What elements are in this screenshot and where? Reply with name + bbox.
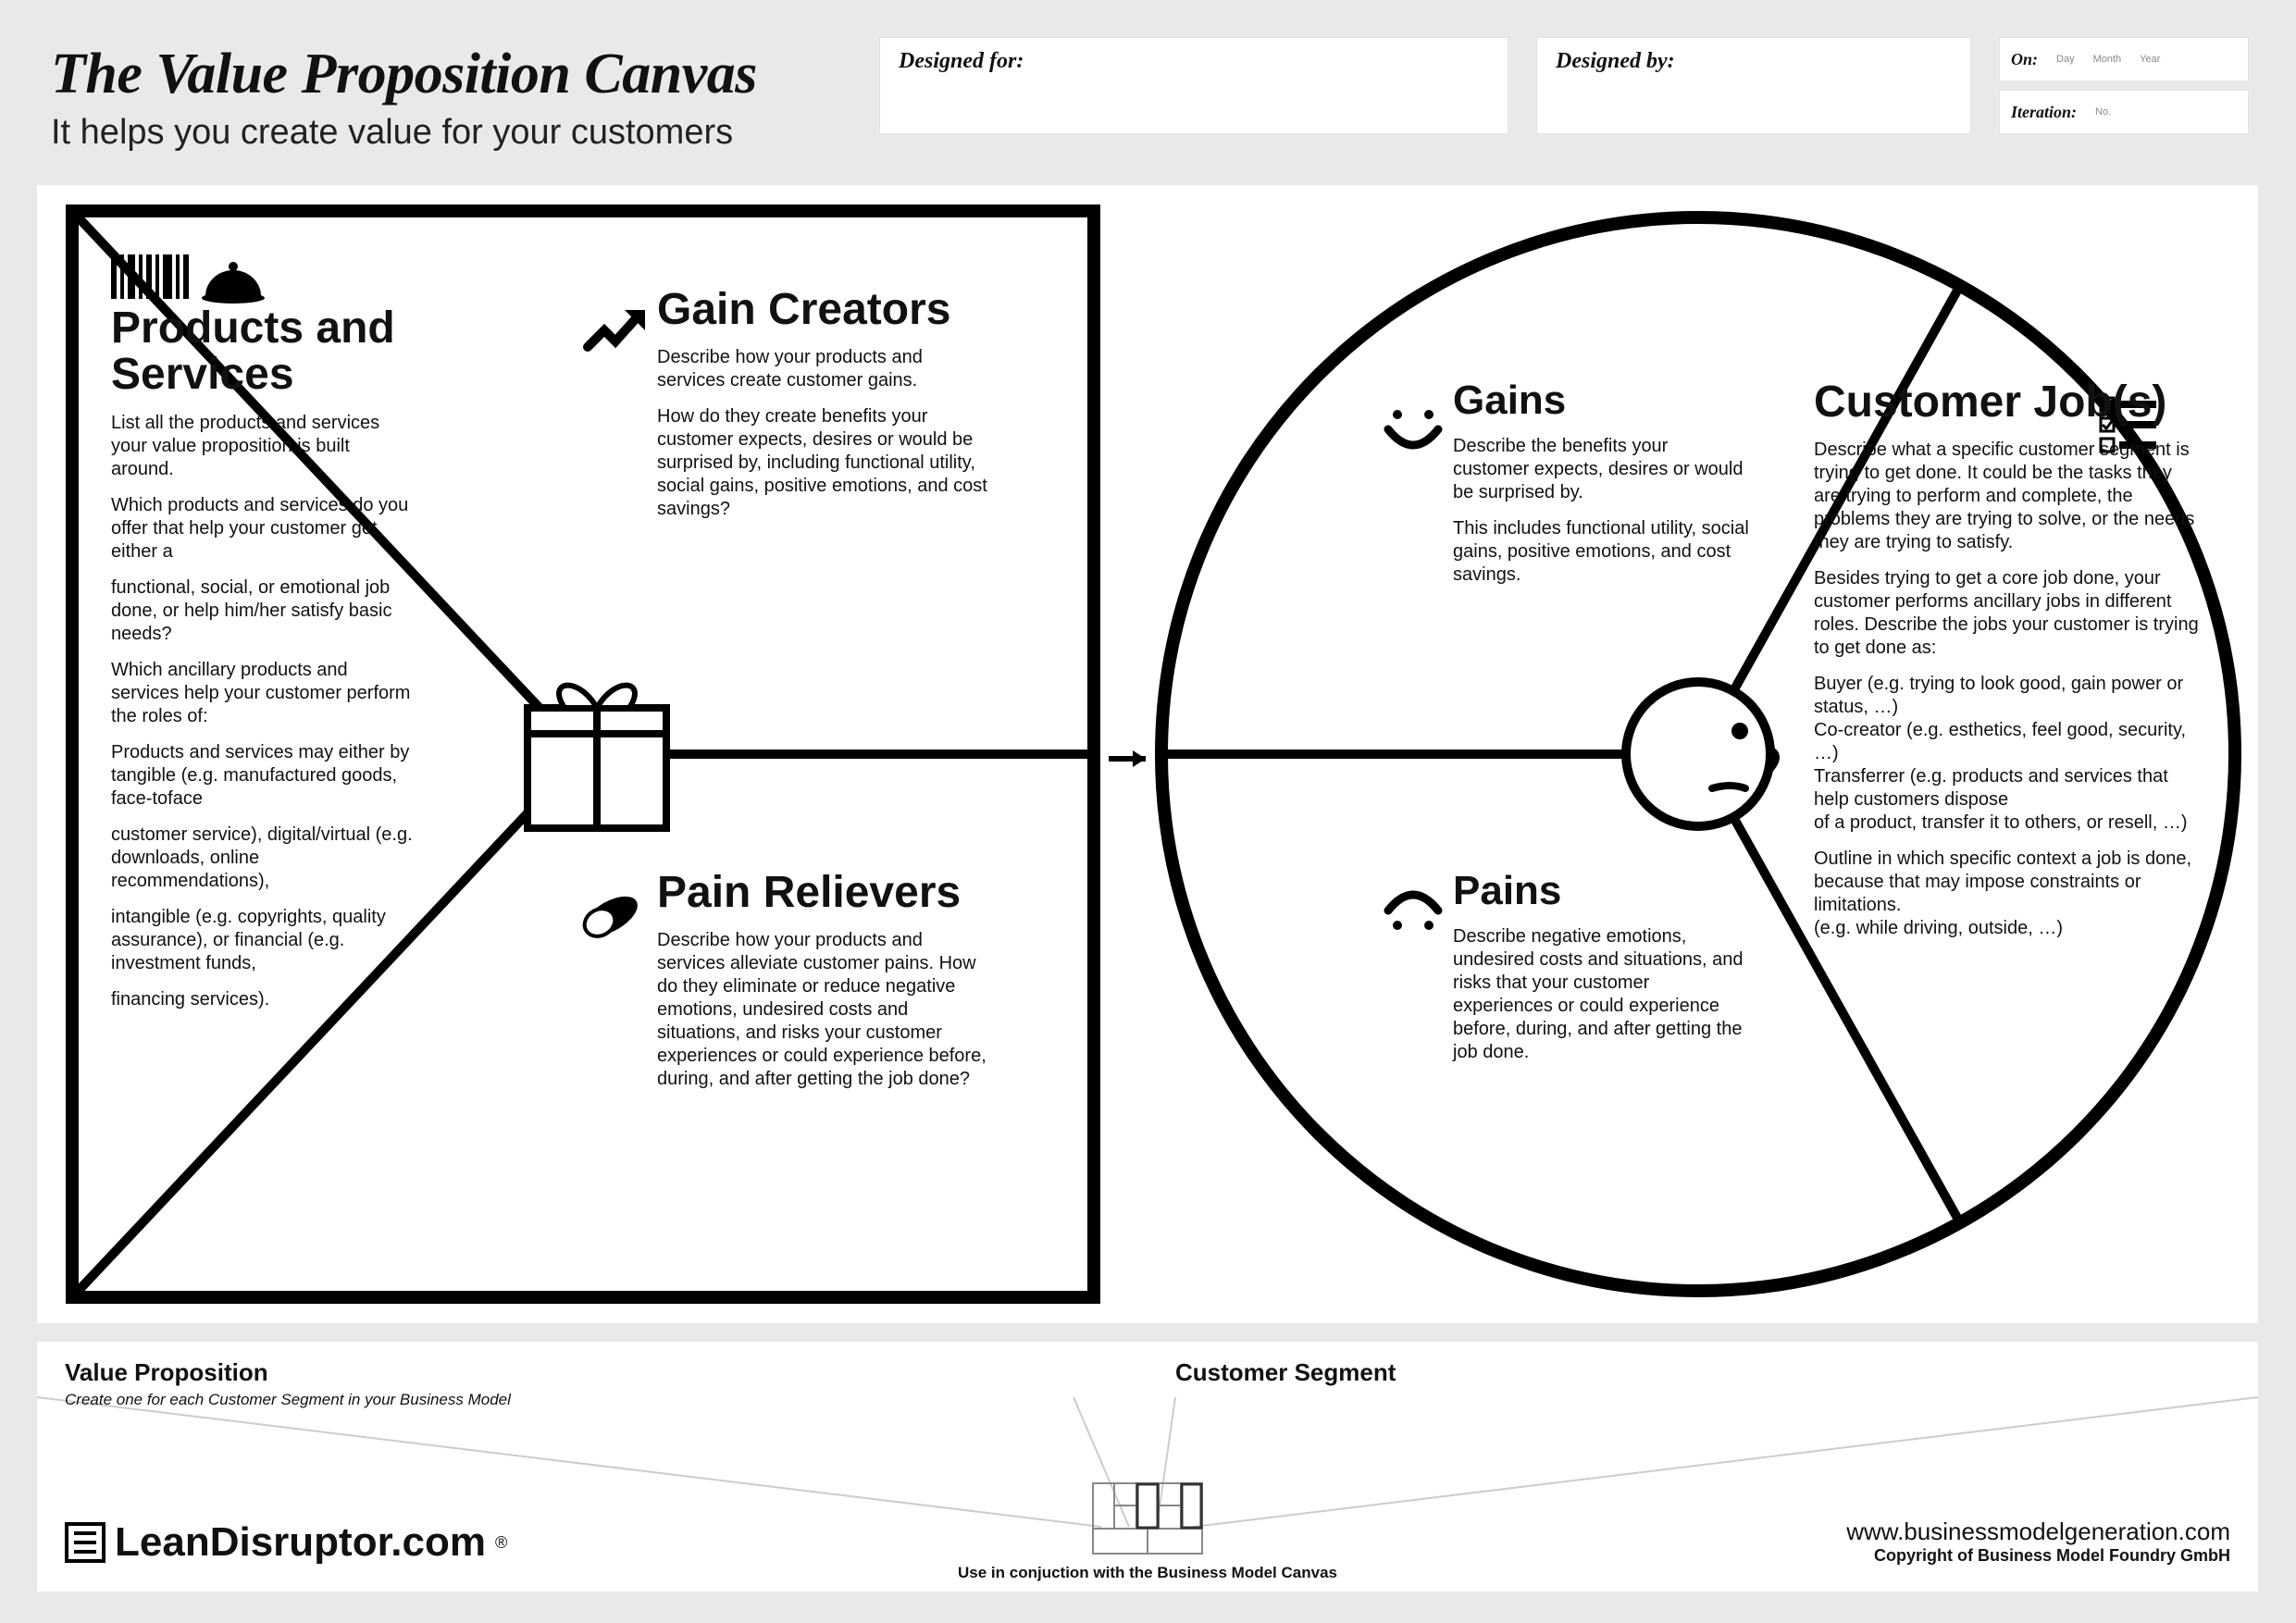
on-date-field[interactable]: On: Day Month Year — [1999, 37, 2249, 81]
products-services-body: List all the products and services your … — [111, 412, 416, 1011]
main-canvas: Products and Services List all the produ… — [37, 185, 2258, 1323]
pain-relievers-title: Pain Relievers — [657, 870, 1009, 916]
gain-creators-title: Gain Creators — [657, 287, 1009, 333]
bmc-note: Use in conjuction with the Business Mode… — [958, 1564, 1337, 1582]
customer-jobs-body: Describe what a specific customer segmen… — [1814, 439, 2203, 940]
pains-block: Pains Describe negative emotions, undesi… — [1453, 870, 1758, 1077]
on-day: Day — [2056, 54, 2075, 65]
brand-registered: ® — [495, 1533, 507, 1553]
designed-for-field[interactable]: Designed for: — [879, 37, 1508, 134]
credits-copyright: Copyright of Business Model Foundry GmbH — [1846, 1546, 2230, 1566]
customer-jobs-block: Customer Job(s) Describe what a specific… — [1814, 379, 2212, 953]
page-title: The Value Proposition Canvas — [51, 42, 757, 107]
credits-url: www.businessmodelgeneration.com — [1846, 1518, 2230, 1546]
customer-jobs-title: Customer Job(s) — [1814, 379, 2212, 426]
bottom-panel: Value Proposition Create one for each Cu… — [37, 1342, 2258, 1592]
value-proposition-square: Products and Services List all the produ… — [65, 204, 1101, 1305]
products-services-title: Products and Services — [111, 305, 444, 399]
designed-by-label: Designed by: — [1556, 49, 1675, 74]
on-year: Year — [2140, 54, 2160, 65]
pain-relievers-body: Describe how your products and services … — [657, 929, 990, 1091]
gain-creators-body: Describe how your products and services … — [657, 346, 990, 521]
on-label: On: — [2011, 50, 2038, 69]
brand-mark-icon — [65, 1522, 105, 1563]
header-title-block: The Value Proposition Canvas It helps yo… — [51, 42, 757, 153]
page-subtitle: It helps you create value for your custo… — [51, 113, 757, 153]
gain-creators-block: Gain Creators Describe how your products… — [657, 287, 1009, 534]
pains-body: Describe negative emotions, undesired co… — [1453, 925, 1749, 1064]
gains-title: Gains — [1453, 379, 1758, 422]
gains-body: Describe the benefits your customer expe… — [1453, 435, 1749, 587]
designed-by-field[interactable]: Designed by: — [1536, 37, 1971, 134]
designed-for-label: Designed for: — [899, 49, 1024, 74]
gains-block: Gains Describe the benefits your custome… — [1453, 379, 1758, 600]
vp-title: Value Proposition — [65, 1358, 511, 1387]
iteration-no: No. — [2095, 106, 2111, 118]
customer-segment-circle: Gains Describe the benefits your custome… — [1148, 204, 2249, 1305]
vp-subtitle: Create one for each Customer Segment in … — [65, 1391, 511, 1409]
iteration-field[interactable]: Iteration: No. — [1999, 90, 2249, 134]
brand-text: LeanDisruptor.com — [115, 1519, 486, 1566]
products-services-block: Products and Services List all the produ… — [111, 305, 444, 1024]
cs-title: Customer Segment — [1175, 1358, 1396, 1387]
pains-title: Pains — [1453, 870, 1758, 912]
on-month: Month — [2093, 54, 2122, 65]
brand-logo: LeanDisruptor.com ® — [65, 1519, 507, 1566]
pain-relievers-block: Pain Relievers Describe how your product… — [657, 870, 1009, 1104]
credits-block: www.businessmodelgeneration.com Copyrigh… — [1846, 1518, 2230, 1566]
value-proposition-label: Value Proposition Create one for each Cu… — [65, 1358, 511, 1409]
customer-segment-label: Customer Segment — [1175, 1358, 1396, 1387]
barcode-icon — [111, 254, 189, 299]
iteration-label: Iteration: — [2011, 103, 2077, 122]
bmc-mini-icon — [1092, 1482, 1203, 1555]
